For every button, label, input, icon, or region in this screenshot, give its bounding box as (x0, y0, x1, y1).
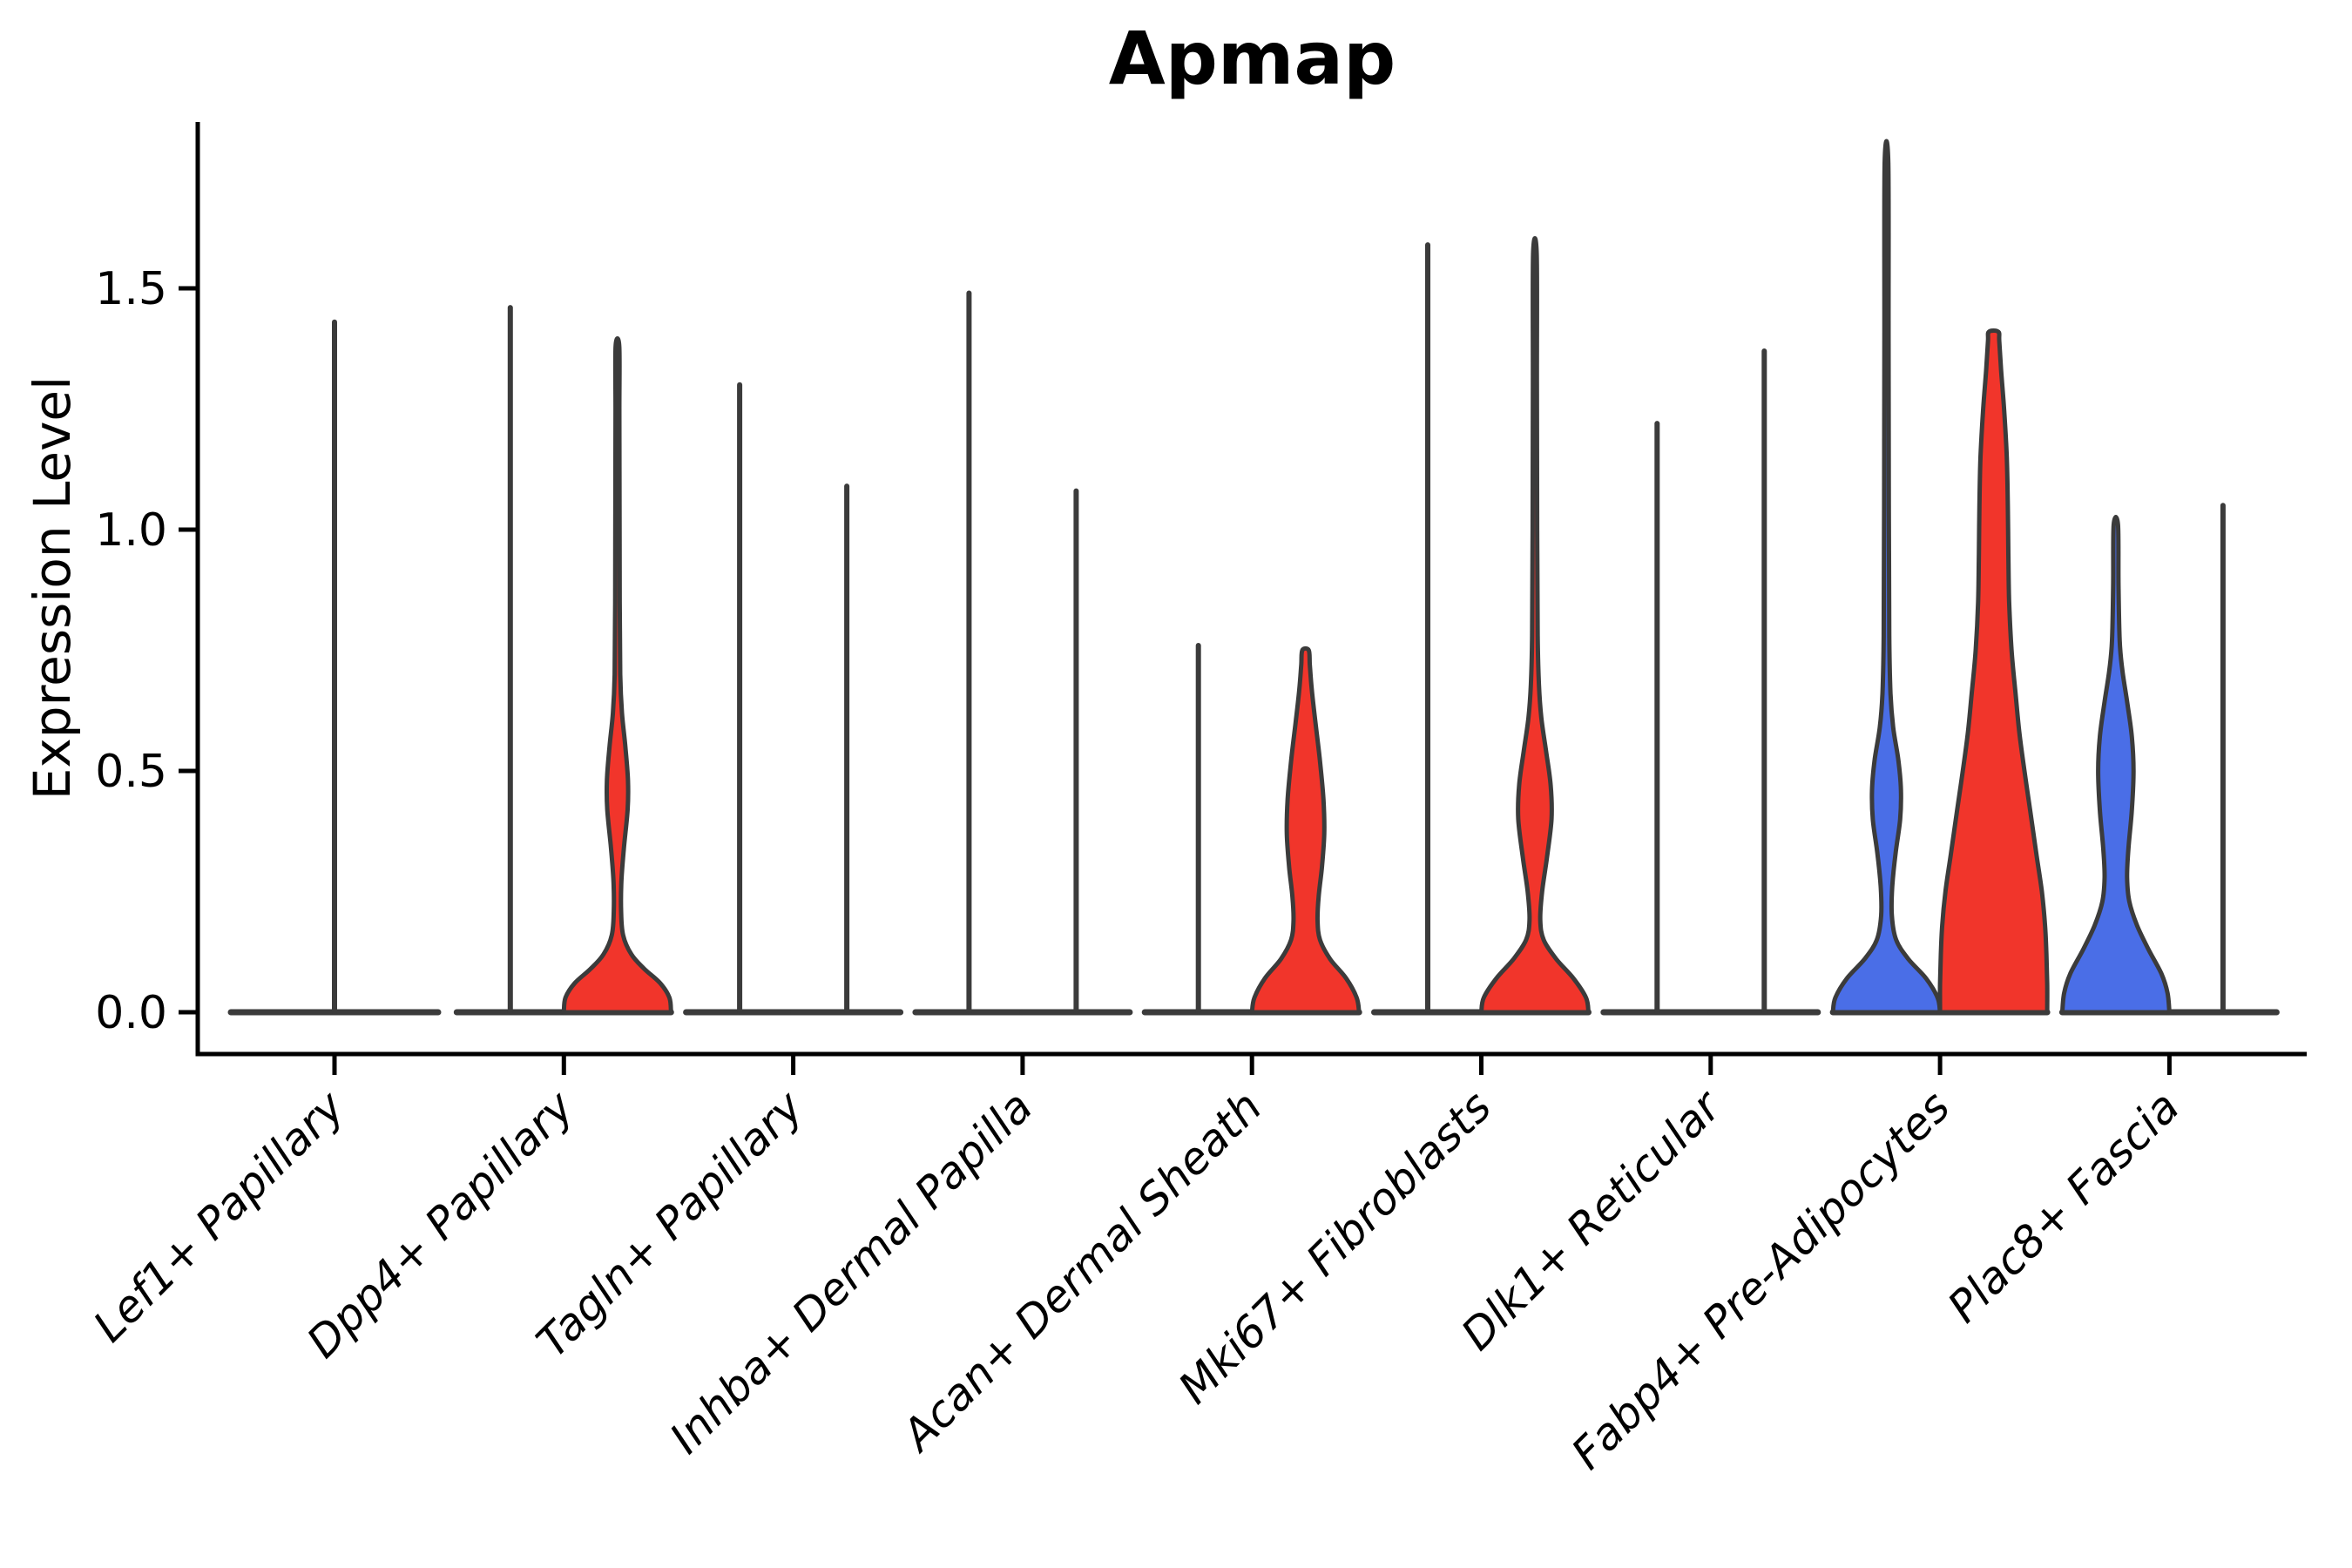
y-tick-label: 0.5 (95, 746, 167, 798)
violin-shape-fabp4-pre-adipocytes-left (1830, 139, 1943, 1015)
x-tick-label: Lef1+ Papillary (84, 1080, 355, 1351)
violin-shape-acan-dermal-sheath-right (1249, 645, 1362, 1015)
y-tick-label: 0.0 (95, 987, 167, 1039)
x-tick-label: Fabp4+ Pre-Adipocytes (1562, 1081, 1960, 1479)
violin-shape-dpp4-papillary-right (561, 336, 673, 1015)
y-tick-label: 1.5 (95, 263, 167, 315)
x-tick-label: Inhba+ Dermal Papilla (660, 1081, 1042, 1463)
x-tick-label: Plac8+ Fascia (1938, 1081, 2189, 1332)
violin-shape-mki67-fibroblasts-right (1479, 236, 1591, 1015)
violin-shape-plac8-fascia-left (2059, 515, 2172, 1015)
y-tick-label: 1.0 (95, 504, 167, 557)
violin-shape-fabp4-pre-adipocytes-right (1937, 328, 2050, 1015)
y-axis-label: Expression Level (23, 376, 82, 800)
x-tick-label: Acan+ Dermal Sheath (891, 1081, 1272, 1462)
plot-title: Apmap (1109, 16, 1396, 101)
